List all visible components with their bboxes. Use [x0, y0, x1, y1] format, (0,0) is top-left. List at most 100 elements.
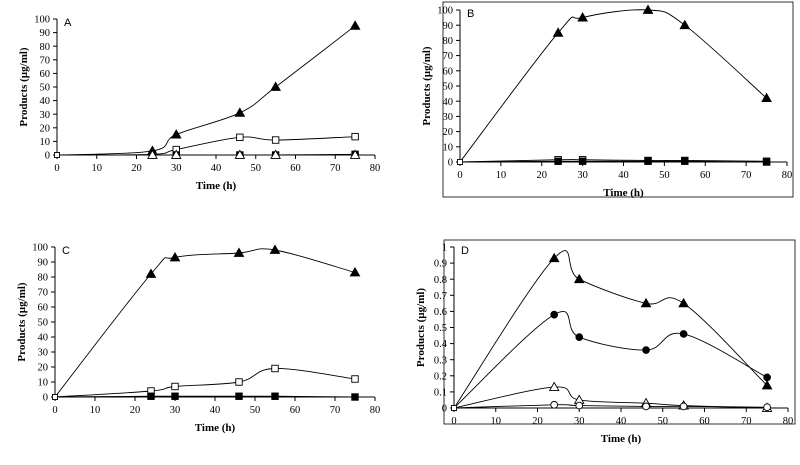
panel-D-series-filled-circle-point-5 — [763, 373, 771, 382]
series-line-filled-square — [459, 160, 767, 163]
x-tick-label: 50 — [250, 405, 261, 416]
y-tick-label: 30 — [443, 112, 454, 123]
y-tick-label: 100 — [34, 15, 50, 26]
panel-C-series-filled-triangle-point-1 — [145, 268, 157, 278]
y-tick-label: 70 — [38, 288, 49, 299]
series-line-filled-triangle — [459, 9, 767, 163]
panel-B-series-filled-triangle-point-5 — [761, 92, 772, 103]
y-tick-label: 20 — [40, 123, 51, 134]
panel-frame — [442, 1, 794, 198]
y-tick-label: 90 — [443, 21, 454, 32]
x-tick-label: 30 — [170, 405, 181, 416]
y-tick-label: 0.3 — [434, 355, 447, 366]
panel-D-series-open-triangle-point-1 — [548, 381, 560, 391]
x-tick-label: 60 — [290, 163, 301, 174]
panel-frame — [443, 239, 796, 425]
y-axis-label: Products (µg/ml) — [16, 282, 28, 361]
x-tick-label: 70 — [330, 405, 341, 416]
x-tick-label: 20 — [130, 405, 141, 416]
y-tick-label: 0.4 — [434, 339, 448, 350]
panel-D-series-filled-triangle-point-1 — [548, 252, 560, 263]
x-tick-label: 40 — [211, 163, 222, 174]
x-tick-label: 80 — [370, 163, 381, 174]
panel-C-series-filled-triangle-point-5 — [349, 266, 361, 277]
panel-C-series-filled-square-point-3 — [235, 392, 243, 400]
series-line-open-square — [56, 136, 356, 156]
y-tick-label: 20 — [38, 363, 49, 374]
y-tick-label: 0 — [45, 151, 50, 162]
y-tick-label: 40 — [38, 333, 49, 344]
panel-B-series-filled-square-point-4 — [681, 157, 689, 165]
x-tick-label: 0 — [54, 163, 59, 174]
y-tick-label: 0.2 — [434, 371, 447, 382]
x-tick-label: 40 — [210, 405, 221, 416]
panel-A-series-open-triangle-point-0 — [54, 152, 60, 158]
x-tick-label: 20 — [131, 163, 142, 174]
x-tick-label: 60 — [699, 416, 710, 427]
panel-D-series-open-circle-point-2 — [575, 401, 584, 410]
panel-label: A — [64, 17, 72, 29]
panel-D-series-filled-circle-point-4 — [679, 330, 688, 338]
panel-B-series-filled-triangle-point-4 — [679, 19, 691, 30]
x-axis-label: Time (h) — [603, 187, 644, 199]
panel-A-series-open-triangle-point-3 — [234, 149, 246, 159]
y-tick-label: 50 — [443, 82, 454, 93]
y-tick-label: 50 — [40, 83, 51, 94]
panel-D-series-filled-triangle-point-3 — [640, 297, 652, 308]
series-line-open-triangle — [453, 386, 768, 409]
x-axis-label: Time (h) — [196, 180, 237, 192]
panel-B-series-filled-triangle-point-2 — [577, 12, 589, 22]
x-tick-label: 50 — [658, 416, 669, 427]
x-tick-label: 70 — [330, 163, 341, 174]
panel-A-series-filled-triangle-point-4 — [270, 81, 282, 91]
panel-A-series-open-triangle-point-2 — [170, 149, 182, 159]
y-tick-label: 90 — [38, 258, 49, 269]
y-tick-label: 100 — [32, 243, 48, 254]
panel-A-series-open-triangle-point-4 — [270, 149, 282, 159]
x-tick-label: 20 — [532, 416, 543, 427]
x-tick-label: 10 — [491, 416, 502, 427]
y-tick-label: 80 — [443, 36, 454, 47]
x-tick-label: 60 — [700, 170, 711, 181]
y-tick-label: 0.5 — [434, 323, 447, 334]
series-line-filled-square — [54, 395, 356, 398]
chart-panel-C: 0 10 20 30 40 50 60 70 80 90 100 0 10 20 30 40 50 60 70 80 T… — [16, 243, 380, 434]
y-tick-label: 0.8 — [434, 275, 447, 286]
panel-A-series-open-square-point-4 — [271, 136, 280, 144]
y-tick-label: 40 — [40, 96, 51, 107]
y-tick-label: 0 — [43, 393, 48, 404]
y-tick-label: 0 — [448, 158, 453, 169]
series-line-filled-circle — [453, 311, 768, 409]
panel-C-series-filled-square-point-5 — [351, 393, 359, 401]
y-tick-label: 80 — [40, 42, 51, 53]
y-tick-label: 90 — [40, 28, 51, 39]
x-tick-label: 50 — [251, 163, 262, 174]
panel-C-series-open-square-point-2 — [171, 382, 179, 391]
y-tick-label: 30 — [40, 110, 51, 121]
y-tick-label: 70 — [443, 51, 454, 62]
panel-B-series-filled-square-point-0 — [457, 159, 463, 165]
y-tick-label: 0.1 — [434, 388, 447, 399]
y-axis-label: Products (µg/ml) — [415, 288, 427, 367]
y-tick-label: 10 — [38, 378, 49, 389]
x-tick-label: 10 — [90, 405, 101, 416]
panel-D-series-open-circle-point-0 — [451, 405, 457, 411]
panel-A-series-open-square-point-5 — [351, 132, 359, 141]
x-tick-label: 30 — [574, 416, 585, 427]
y-tick-label: 10 — [40, 137, 51, 148]
panel-C-series-filled-square-point-1 — [147, 392, 155, 400]
y-tick-label: 0.9 — [434, 259, 447, 270]
y-tick-label: 20 — [443, 127, 454, 138]
panel-A-series-filled-triangle-point-2 — [170, 129, 182, 139]
panel-B-series-filled-triangle-point-3 — [642, 4, 654, 14]
x-tick-label: 80 — [370, 405, 381, 416]
series-line-filled-triangle — [56, 25, 356, 156]
series-line-open-circle — [453, 404, 768, 409]
x-axis-label: Time (h) — [601, 433, 642, 445]
panel-C-series-filled-triangle-point-4 — [269, 244, 281, 254]
x-tick-label: 20 — [537, 170, 548, 181]
panel-C-series-open-square-point-5 — [351, 375, 359, 383]
x-tick-label: 50 — [659, 170, 670, 181]
panel-C-series-filled-square-point-0 — [52, 394, 58, 400]
